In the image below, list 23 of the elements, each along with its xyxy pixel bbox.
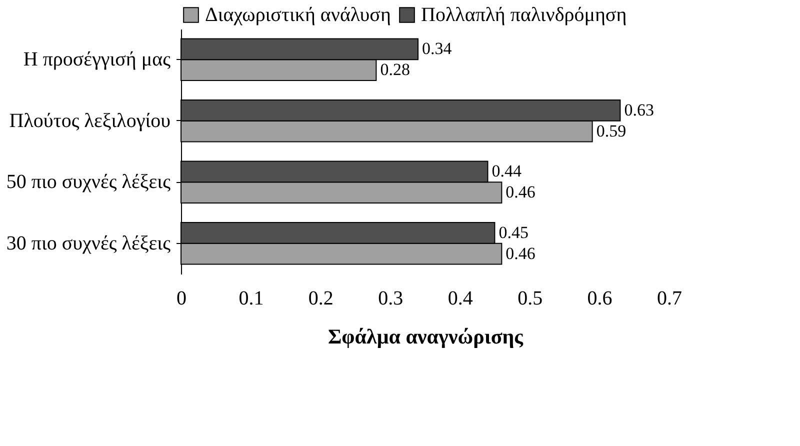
y-tick-label: 50 πιο συχνές λέξεις — [6, 171, 171, 194]
x-tick-label: 0.2 — [308, 288, 334, 310]
x-tick-label: 0.7 — [657, 288, 682, 310]
data-label: 0.59 — [596, 121, 626, 140]
x-axis-title: Σφάλμα αναγνώρισης — [328, 324, 524, 348]
legend-label: Πολλαπλή παλινδρόμηση — [421, 4, 627, 26]
data-label: 0.34 — [422, 39, 452, 58]
x-tick-label: 0.3 — [378, 288, 404, 310]
x-tick-label: 0.5 — [518, 288, 543, 310]
x-tick-label: 0.6 — [587, 288, 612, 310]
data-label: 0.46 — [506, 244, 536, 263]
data-label: 0.46 — [506, 182, 536, 202]
data-label: 0.28 — [380, 60, 410, 80]
legend-label: Διαχωριστική ανάλυση — [205, 4, 391, 26]
data-label: 0.45 — [498, 222, 528, 242]
x-tick-label: 0.4 — [448, 288, 473, 310]
data-label: 0.44 — [492, 162, 522, 181]
y-tick-label: Πλούτος λεξιλογίου — [9, 110, 171, 132]
y-tick-label: 30 πιο συχνές λέξεις — [6, 232, 171, 254]
x-tick-label: 0.1 — [238, 288, 264, 310]
y-tick-label: Η προσέγγισή μας — [23, 48, 171, 71]
x-tick-label: 0 — [176, 288, 186, 310]
data-label: 0.63 — [624, 100, 654, 120]
